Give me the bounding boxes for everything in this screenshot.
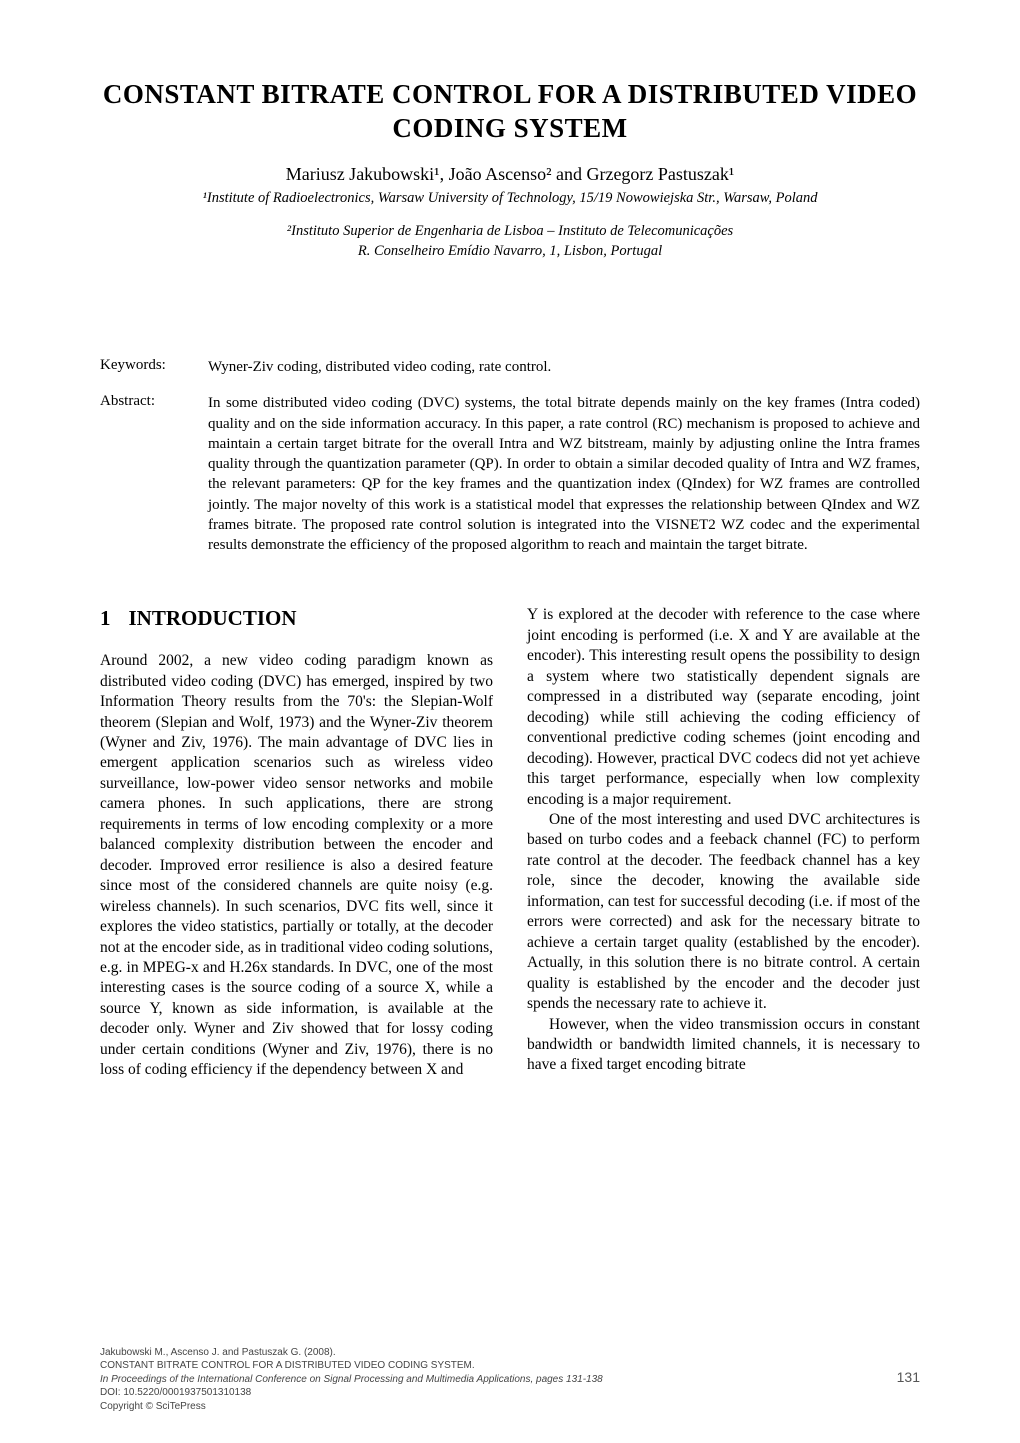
col2-paragraph-1: Y is explored at the decoder with refere… xyxy=(527,605,920,810)
paper-title: CONSTANT BITRATE CONTROL FOR A DISTRIBUT… xyxy=(100,78,920,146)
left-column: 1 INTRODUCTION Around 2002, a new video … xyxy=(100,605,493,1080)
keywords-row: Keywords: Wyner-Ziv coding, distributed … xyxy=(100,357,920,377)
page-number: 131 xyxy=(897,1369,920,1385)
section-heading: 1 INTRODUCTION xyxy=(100,605,493,633)
footer-line-2: CONSTANT BITRATE CONTROL FOR A DISTRIBUT… xyxy=(100,1359,603,1373)
abstract-text: In some distributed video coding (DVC) s… xyxy=(208,393,920,555)
footer-line-1: Jakubowski M., Ascenso J. and Pastuszak … xyxy=(100,1346,603,1360)
author-list: Mariusz Jakubowski¹, João Ascenso² and G… xyxy=(100,164,920,185)
keywords-label: Keywords: xyxy=(100,357,208,374)
section-title: INTRODUCTION xyxy=(129,605,297,633)
col2-paragraph-3: However, when the video transmission occ… xyxy=(527,1015,920,1076)
affiliation-2b: R. Conselheiro Emídio Navarro, 1, Lisbon… xyxy=(100,242,920,262)
footer-citation: Jakubowski M., Ascenso J. and Pastuszak … xyxy=(100,1346,603,1414)
affiliation-2a: ²Instituto Superior de Engenharia de Lis… xyxy=(100,222,920,242)
title-line-2: CODING SYSTEM xyxy=(392,113,627,143)
abstract-row: Abstract: In some distributed video codi… xyxy=(100,393,920,555)
col2-paragraph-2: One of the most interesting and used DVC… xyxy=(527,810,920,1015)
col1-paragraph-1: Around 2002, a new video coding paradigm… xyxy=(100,651,493,1081)
right-column: Y is explored at the decoder with refere… xyxy=(527,605,920,1080)
keywords-text: Wyner-Ziv coding, distributed video codi… xyxy=(208,357,920,377)
footer-line-5: Copyright © SciTePress xyxy=(100,1400,603,1414)
affiliation-1: ¹Institute of Radioelectronics, Warsaw U… xyxy=(100,189,920,209)
footer-line-3: In Proceedings of the International Conf… xyxy=(100,1373,603,1387)
footer-line-4: DOI: 10.5220/0001937501310138 xyxy=(100,1386,603,1400)
section-number: 1 xyxy=(100,605,111,633)
title-line-1: CONSTANT BITRATE CONTROL FOR A DISTRIBUT… xyxy=(103,79,917,109)
abstract-label: Abstract: xyxy=(100,393,208,410)
